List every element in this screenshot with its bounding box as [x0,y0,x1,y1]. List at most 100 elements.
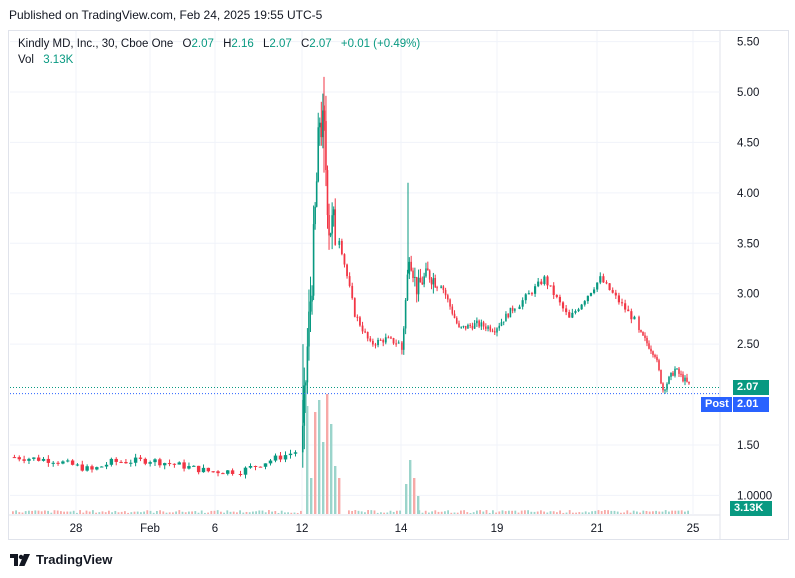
volume-bar [82,512,85,514]
candle-body [216,471,220,474]
candle-body [211,471,215,473]
candle-body [80,464,84,471]
candle-body [451,306,454,314]
candle-body [351,285,354,299]
published-caption: Published on TradingView.com, Feb 24, 20… [9,8,323,22]
volume-bar [34,510,37,514]
candle-body [605,282,608,284]
volume-bar [314,412,317,514]
volume-bar [418,510,421,514]
y-tick-label: 2.50 [737,339,759,351]
candle-body [309,301,312,312]
x-tick-label: 12 [296,523,309,535]
candle-body [500,322,503,326]
volume-bar [76,512,78,514]
candle-body [682,374,684,382]
volume-bar [130,512,133,514]
candle-body [611,290,614,293]
candle-body [308,311,310,347]
volume-bar [556,512,558,514]
volume-bar [60,511,62,514]
candle-body [230,470,235,474]
volume-bar [632,510,635,514]
volume-bar [232,511,235,514]
candle-body [462,325,465,327]
candle-body [599,276,602,283]
y-tick-label: 5.00 [737,87,759,99]
low-label: L [262,38,270,50]
candle-body [660,370,662,384]
candle-body [66,460,70,462]
volume-bar [517,512,520,514]
volume-bar [79,510,81,514]
volume-bar [220,511,222,514]
volume-bar [655,510,657,514]
candle-body [138,457,143,459]
candle-body [410,261,412,271]
close-value: 2.07 [309,38,332,50]
candle-body [478,320,480,327]
candle-body [332,209,335,216]
candle-body [369,338,372,341]
volume-bar [326,394,329,514]
volume-bar [40,511,43,514]
volume-bar [66,511,69,514]
candle-body [253,465,258,467]
candle-body [471,325,474,329]
volume-bar [69,511,72,514]
volume-bar [597,510,600,514]
candle-body [521,300,524,307]
volume-bar [136,511,139,514]
volume-bar [671,510,673,514]
symbol-name[interactable]: Kindly MD, Inc., 30, Cboe One [18,38,174,50]
volume-bar [322,442,325,514]
volume-bar [357,510,360,514]
volume-bar [156,510,158,514]
volume-bar [417,496,420,514]
volume-bar [453,512,456,514]
volume-bar [527,510,529,514]
candle-body [221,473,225,475]
candle-body [364,331,367,333]
volume-bar [636,511,638,514]
volume-bar [252,511,254,514]
volume-bar [664,510,667,514]
candle-body [432,278,435,285]
change-value: +0.01 (+0.49%) [340,38,421,50]
candle-body [674,368,676,376]
volume-bar [620,512,622,514]
candle-body [404,300,407,329]
tradingview-logo[interactable]: TradingView [10,552,112,567]
volume-bar [607,510,609,514]
volume-bar [572,512,574,514]
volume-bar [600,511,603,514]
candle-body [374,344,377,346]
volume-bar [127,512,129,514]
candle-body [314,206,316,225]
volume-bar [668,511,670,514]
candle-body [288,453,293,456]
candle-body [312,224,315,296]
post-price-tag: 2.01 [733,397,769,412]
candle-body [248,465,253,468]
candle-body [577,309,580,312]
volume-bar [287,512,289,514]
y-tick-label: 1.50 [737,440,759,452]
volume-bar [648,511,651,514]
candle-body [320,122,323,138]
volume-bar [213,510,216,514]
candle-body [552,285,555,296]
volume-bar [88,511,91,514]
chart-frame[interactable] [8,30,789,540]
volume-bar [162,511,165,514]
volume-bar [428,512,430,514]
volume-bar [616,511,619,514]
candle-body [518,306,521,310]
volume-bar [330,424,333,514]
candle-body [496,328,498,333]
volume-bar [450,512,453,514]
volume-bar [447,510,449,514]
x-tick-label: Feb [140,523,160,535]
volume-bar [50,512,53,514]
